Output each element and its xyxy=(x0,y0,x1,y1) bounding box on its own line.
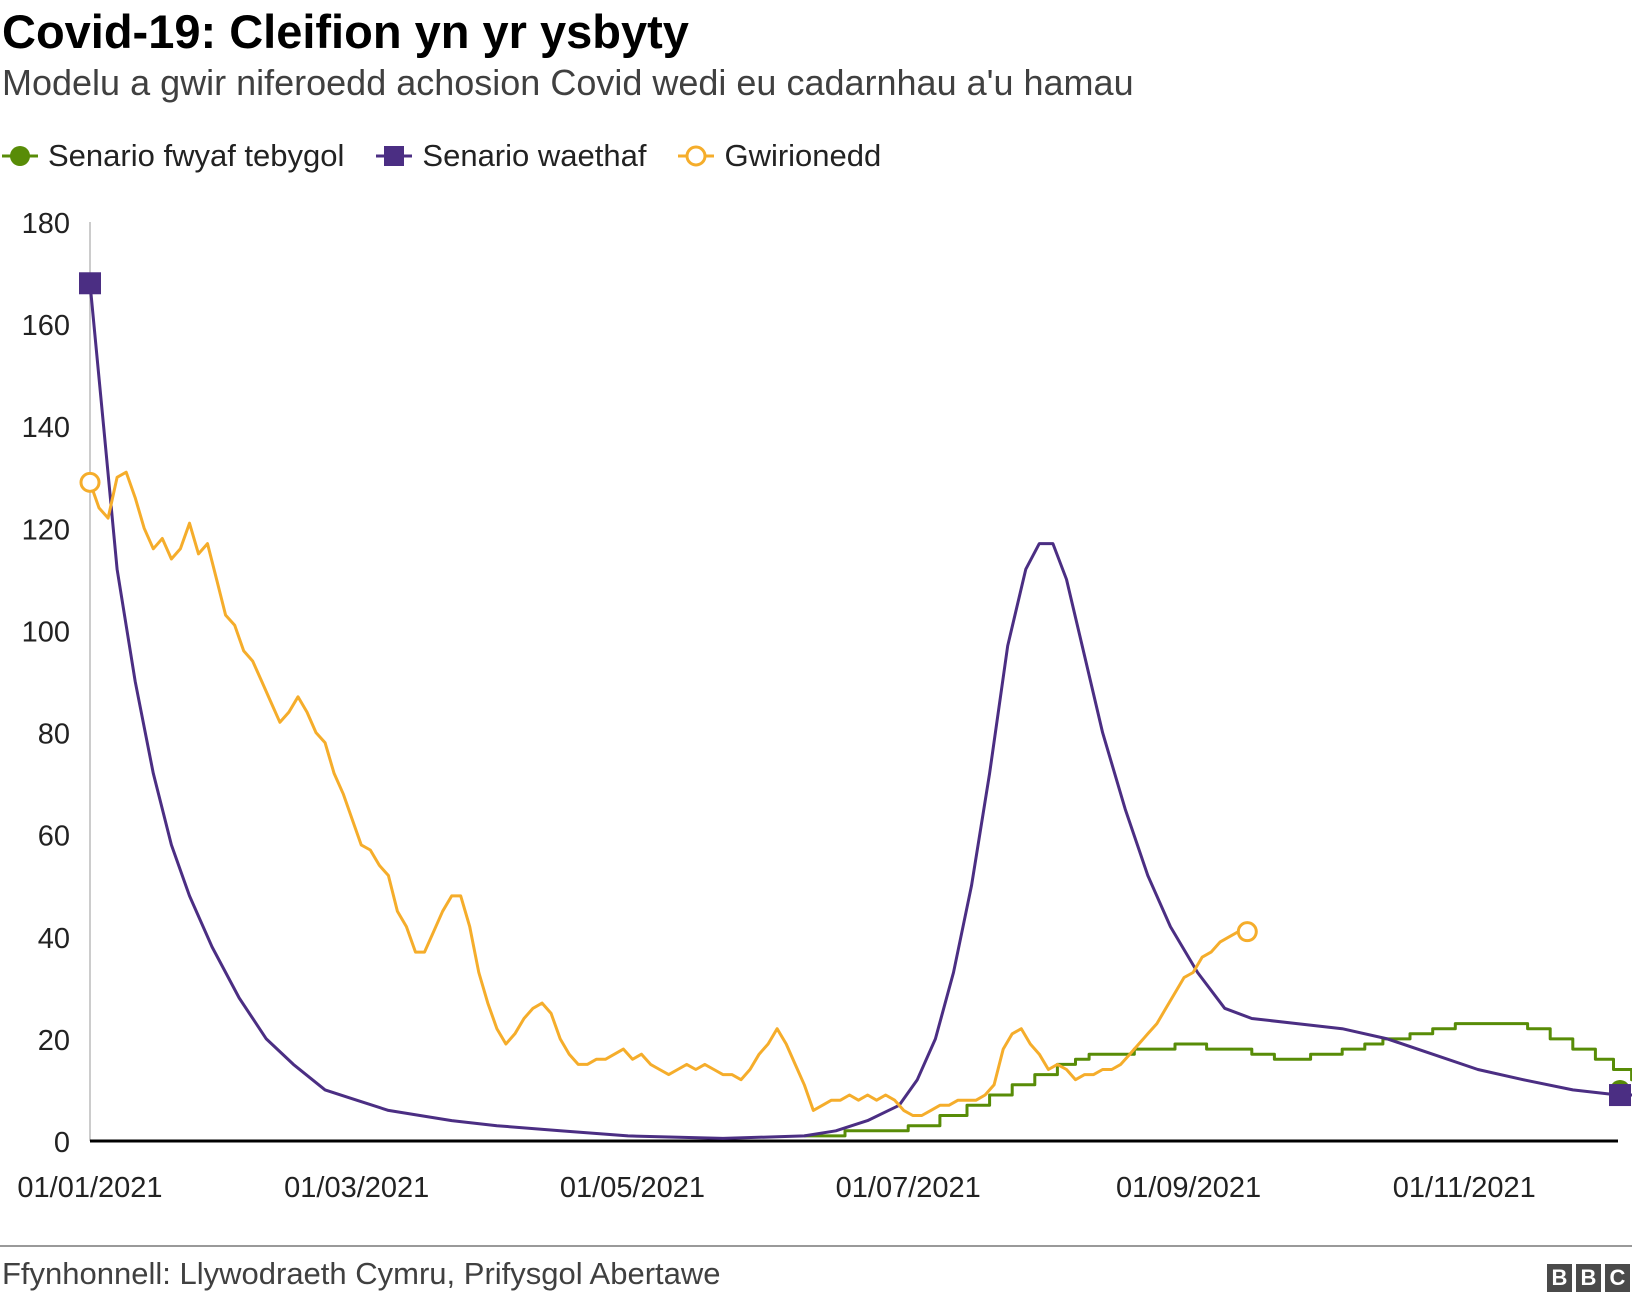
legend-item-actual: Gwirionedd xyxy=(676,138,881,174)
series-marker xyxy=(1236,921,1258,943)
x-axis: 01/01/2021 01/03/2021 01/05/2021 01/07/2021… xyxy=(17,1139,1618,1204)
legend-item-worst: Senario waethaf xyxy=(374,138,646,174)
x-tick-label: 01/05/2021 xyxy=(560,1172,705,1204)
y-tick-label: 20 xyxy=(38,1025,70,1057)
x-tick-label: 01/01/2021 xyxy=(17,1172,162,1204)
y-tick-label: 100 xyxy=(22,616,70,648)
legend-square-filled-icon xyxy=(376,146,413,166)
legend: Senario fwyaf tebygol Senario waethaf Gw… xyxy=(0,134,911,178)
series-1 xyxy=(79,272,1632,1140)
series-line xyxy=(804,1022,1632,1138)
y-tick-label: 40 xyxy=(38,923,70,955)
footer-divider xyxy=(0,1245,1632,1247)
y-axis: 0 20 40 60 80 100 120 140 160 180 xyxy=(22,208,91,1159)
legend-label-most-likely: Senario fwyaf tebygol xyxy=(48,138,345,173)
y-tick-label: 180 xyxy=(22,208,70,240)
y-tick-label: 160 xyxy=(22,310,70,342)
x-tick-label: 01/07/2021 xyxy=(836,1172,981,1204)
y-tick-label: 120 xyxy=(22,514,70,546)
y-tick-label: 80 xyxy=(38,719,70,751)
legend-item-most-likely: Senario fwyaf tebygol xyxy=(0,138,344,174)
series-marker xyxy=(79,471,101,493)
series-line xyxy=(88,283,1632,1140)
y-tick-label: 140 xyxy=(22,412,70,444)
legend-label-worst: Senario waethaf xyxy=(422,138,647,173)
logo-letter-b1: B xyxy=(1547,1264,1572,1292)
logo-letter-b2: B xyxy=(1576,1264,1601,1292)
legend-circle-open-icon xyxy=(678,145,715,167)
y-tick-label: 0 xyxy=(54,1127,70,1159)
legend-circle-filled-icon xyxy=(2,146,38,166)
source-note: Ffynhonnell: Llywodraeth Cymru, Prifysgo… xyxy=(2,1256,721,1291)
x-tick-label: 01/03/2021 xyxy=(284,1172,429,1204)
series-0 xyxy=(804,1022,1632,1138)
logo-letter-c: C xyxy=(1605,1264,1630,1292)
series-marker xyxy=(79,272,101,295)
chart-title: Covid-19: Cleifion yn yr ysbyty xyxy=(2,5,689,58)
chart-subtitle: Modelu a gwir niferoedd achosion Covid w… xyxy=(2,62,1134,103)
x-tick-label: 01/11/2021 xyxy=(1393,1172,1536,1204)
bbc-logo: B B C xyxy=(1543,1264,1630,1292)
line-chart: 0 20 40 60 80 100 120 140 160 180 01/01/2021 01/03… xyxy=(17,208,1632,1204)
legend-label-actual: Gwirionedd xyxy=(724,138,882,173)
y-tick-label: 60 xyxy=(38,821,70,853)
series-marker xyxy=(1609,1084,1631,1107)
x-tick-label: 01/09/2021 xyxy=(1116,1172,1261,1204)
series-2 xyxy=(79,470,1258,1117)
series-layer xyxy=(79,272,1632,1140)
series-line xyxy=(88,470,1248,1117)
